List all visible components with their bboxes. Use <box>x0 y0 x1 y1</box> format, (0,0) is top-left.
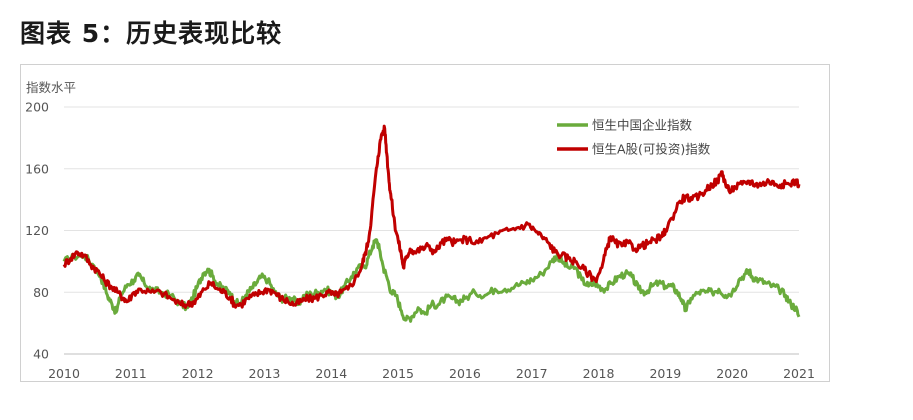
y-tick-label: 200 <box>25 100 49 115</box>
y-tick-label: 160 <box>25 161 49 176</box>
x-tick-label: 2017 <box>516 366 548 381</box>
y-tick-label: 120 <box>25 223 49 238</box>
x-axis-ticks: 2010 2011 2012 2013 2014 2015 2016 2017 2018 2019… <box>48 366 815 381</box>
x-tick-label: 2020 <box>716 366 748 381</box>
legend-label-hscei: 恒生中国企业指数 <box>592 118 693 133</box>
y-tick-label: 80 <box>33 285 49 300</box>
y-axis-ticks: 40 80 120 160 200 <box>25 100 49 362</box>
chart-frame <box>20 64 830 382</box>
series-line-hs-a-share <box>62 124 801 309</box>
series-lines <box>62 124 801 323</box>
x-tick-label: 2012 <box>182 366 214 381</box>
legend-label-hs-a-share: 恒生A股(可投资)指数 <box>592 142 711 157</box>
x-tick-label: 2015 <box>382 366 414 381</box>
series-line-hscei <box>62 238 801 323</box>
y-axis-label: 指数水平 <box>26 80 76 95</box>
x-tick-label: 2019 <box>649 366 681 381</box>
x-tick-label: 2018 <box>583 366 615 381</box>
figure-title: 图表 5：历史表现比较 <box>20 19 283 48</box>
y-tick-label: 40 <box>33 347 49 362</box>
legend: 恒生中国企业指数 恒生A股(可投资)指数 <box>557 118 711 157</box>
x-tick-label: 2021 <box>783 366 815 381</box>
x-tick-label: 2013 <box>249 366 281 381</box>
x-tick-label: 2016 <box>449 366 481 381</box>
x-tick-label: 2010 <box>48 366 80 381</box>
x-tick-label: 2014 <box>315 366 347 381</box>
x-tick-label: 2011 <box>115 366 147 381</box>
